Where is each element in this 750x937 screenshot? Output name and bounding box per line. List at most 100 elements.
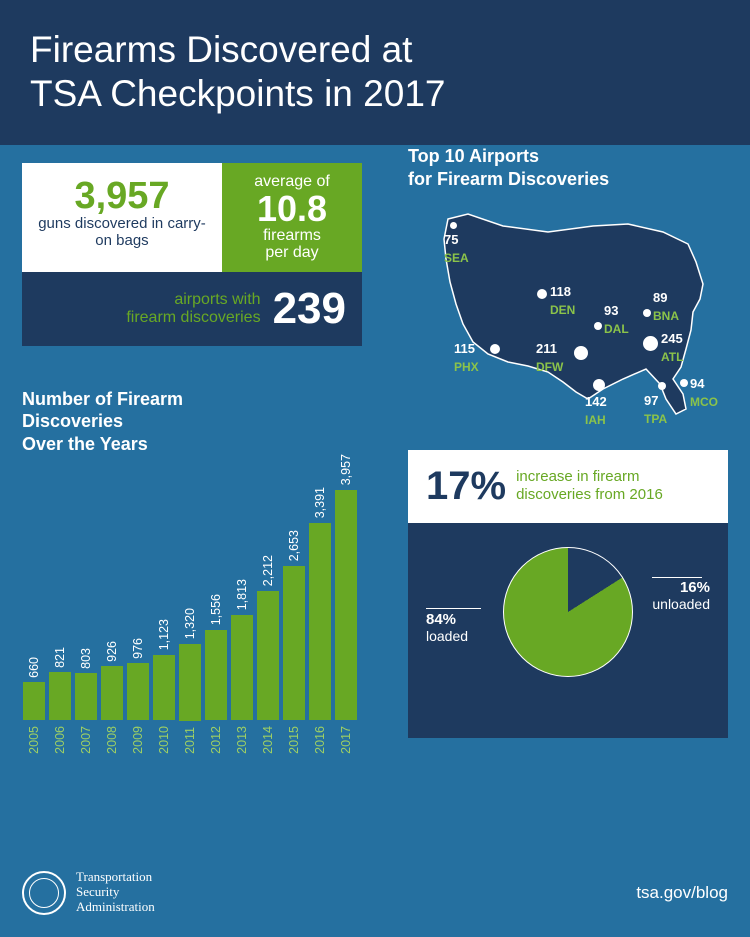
map-dot-icon <box>593 379 605 391</box>
footer: Transportation Security Administration t… <box>22 870 728 915</box>
bar-value: 1,813 <box>235 579 249 610</box>
title-line-1: Firearms Discovered at <box>30 29 412 70</box>
bar-column: 3,391 2016 <box>308 487 331 753</box>
bar-column: 660 2005 <box>22 657 45 754</box>
map-dot-icon <box>643 336 658 351</box>
map-point-value: 75 <box>444 232 458 247</box>
map-point-value: 118 <box>550 284 571 299</box>
map-title: Top 10 Airports for Firearm Discoveries <box>408 145 728 192</box>
bar-value: 3,957 <box>339 454 353 485</box>
bar-year: 2012 <box>209 726 223 754</box>
bar-year: 2008 <box>105 726 119 754</box>
top-stats-row: 3,957 guns discovered in carry-on bags a… <box>22 163 362 272</box>
bar-column: 976 2009 <box>126 638 149 754</box>
map-point-value: 211 <box>536 341 557 356</box>
map-point-value: 142 <box>585 394 607 409</box>
map-point-code: IAH <box>585 413 606 427</box>
map-dot-icon <box>490 344 500 354</box>
map-dot-icon <box>643 309 651 317</box>
header: Firearms Discovered at TSA Checkpoints i… <box>0 0 750 145</box>
bar-year: 2014 <box>261 726 275 754</box>
bar-year: 2016 <box>313 726 327 754</box>
map-point-dfw: 211 DFW <box>574 346 588 360</box>
increase-section: 17% increase in firearm discoveries from… <box>408 450 728 738</box>
guns-discovered-stat: 3,957 guns discovered in carry-on bags <box>22 163 222 272</box>
map-point-code: DAL <box>604 322 629 336</box>
map-dot-icon <box>537 289 547 299</box>
bar <box>101 666 123 720</box>
bar <box>127 663 149 720</box>
map-point-code: SEA <box>444 251 469 265</box>
page-title: Firearms Discovered at TSA Checkpoints i… <box>30 28 720 117</box>
bar-value: 660 <box>27 657 41 678</box>
bar <box>23 682 45 720</box>
bar-column: 821 2006 <box>48 647 71 754</box>
map-point-value: 93 <box>604 303 618 318</box>
pie-chart <box>503 547 633 677</box>
us-map: 75 SEA 118 DEN 115 PHX 211 DFW 93 DAL 14… <box>408 204 728 424</box>
bar-value: 1,556 <box>209 594 223 625</box>
airports-number: 239 <box>273 284 346 334</box>
increase-header: 17% increase in firearm discoveries from… <box>408 450 728 523</box>
tsa-logo: Transportation Security Administration <box>22 870 155 915</box>
bar <box>205 630 227 720</box>
bar-value: 976 <box>131 638 145 659</box>
loaded-label: 84% loaded <box>426 611 468 644</box>
bar-value: 3,391 <box>313 487 327 518</box>
bar-year: 2013 <box>235 726 249 754</box>
bar-value: 1,320 <box>183 608 197 639</box>
map-point-atl: 245 ATL <box>643 336 658 351</box>
map-point-code: DEN <box>550 303 575 317</box>
bar-year: 2017 <box>339 726 353 754</box>
bar-value: 803 <box>79 648 93 669</box>
map-point-iah: 142 IAH <box>593 379 605 391</box>
map-dot-icon <box>680 379 688 387</box>
bar-column: 1,320 2011 <box>178 608 201 753</box>
bar-column: 926 2008 <box>100 641 123 754</box>
map-point-dal: 93 DAL <box>594 322 602 330</box>
airports-label: airports with firearm discoveries <box>126 291 260 328</box>
bar <box>179 644 201 721</box>
dhs-seal-icon <box>22 871 66 915</box>
map-point-tpa: 97 TPA <box>658 382 666 390</box>
bar-year: 2015 <box>287 726 301 754</box>
bar-value: 2,212 <box>261 555 275 586</box>
bar <box>283 566 305 720</box>
bar <box>153 655 175 720</box>
bar <box>335 490 357 720</box>
guns-text: guns discovered in carry-on bags <box>34 215 210 250</box>
unloaded-leader-line <box>652 577 702 578</box>
bar-column: 803 2007 <box>74 648 97 754</box>
map-point-mco: 94 MCO <box>680 379 688 387</box>
bar <box>49 672 71 720</box>
bar-column: 2,212 2014 <box>256 555 279 753</box>
map-point-phx: 115 PHX <box>490 344 500 354</box>
bar-year: 2009 <box>131 726 145 754</box>
bar-value: 821 <box>53 647 67 668</box>
map-dot-icon <box>574 346 588 360</box>
bar-value: 2,653 <box>287 530 301 561</box>
bar-chart-section: Number of Firearm Discoveries Over the Y… <box>22 388 367 754</box>
map-point-code: DFW <box>536 360 563 374</box>
bar-column: 1,813 2013 <box>230 579 253 753</box>
increase-percent: 17% <box>426 464 506 509</box>
bar-column: 1,556 2012 <box>204 594 227 753</box>
airports-count-row: airports with firearm discoveries 239 <box>22 272 362 346</box>
bar-year: 2007 <box>79 726 93 754</box>
map-section: Top 10 Airports for Firearm Discoveries … <box>408 145 728 424</box>
map-point-bna: 89 BNA <box>643 309 651 317</box>
bar-column: 1,123 2010 <box>152 619 175 753</box>
unloaded-label: 16% unloaded <box>652 579 710 612</box>
bar-year: 2011 <box>183 727 197 754</box>
bar <box>257 591 279 720</box>
map-point-code: MCO <box>690 395 718 409</box>
bar-column: 3,957 2017 <box>334 454 357 753</box>
bars-container: 660 2005821 2006803 2007926 2008976 2009… <box>22 473 367 753</box>
map-dot-icon <box>658 382 666 390</box>
map-dot-icon <box>450 222 457 229</box>
avg-number: 10.8 <box>234 191 350 227</box>
bar-year: 2010 <box>157 726 171 754</box>
org-name: Transportation Security Administration <box>76 870 155 915</box>
guns-number: 3,957 <box>34 177 210 215</box>
bar-year: 2006 <box>53 726 67 754</box>
